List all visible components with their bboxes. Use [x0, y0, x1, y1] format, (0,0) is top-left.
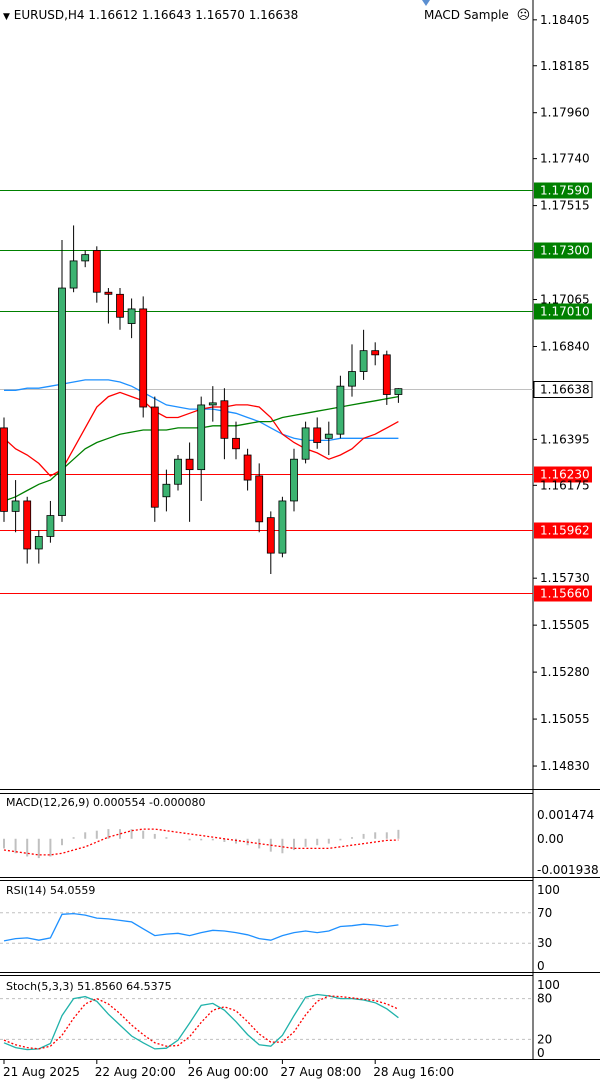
macd-signal-line: [3, 828, 399, 856]
level-price-tag: [534, 585, 592, 602]
stoch-signal-line: [3, 995, 399, 1050]
level-price-tag: [534, 242, 592, 259]
candle-bull: [290, 458, 298, 502]
level-price-label: 1.17300: [540, 244, 590, 258]
macd-axis-label: -0.001938: [537, 863, 599, 877]
candle-bull: [208, 402, 217, 406]
stoch-axis-label: 80: [537, 992, 552, 1006]
level-price-tag: [534, 182, 592, 199]
candle-bear: [266, 517, 275, 554]
expert-advisor-label[interactable]: MACD Sample ☹: [424, 8, 530, 23]
candle-bull: [336, 385, 345, 435]
candle-bull: [301, 427, 310, 460]
candle-bull: [58, 287, 66, 516]
price-axis-label: 1.16175: [540, 478, 590, 492]
shift-marker-icon[interactable]: [422, 0, 430, 6]
time-axis-label: 27 Aug 08:00: [280, 1065, 361, 1079]
stoch-axis-label: 0: [537, 1046, 545, 1060]
rsi-line: [3, 912, 399, 942]
candle-bear: [139, 308, 148, 408]
candle-bull: [394, 388, 403, 395]
level-price-label: 1.15962: [540, 524, 590, 538]
candle-bull: [69, 260, 78, 289]
level-price-label: 1.17590: [540, 184, 590, 198]
candle-bear: [0, 427, 8, 512]
symbol-quote-line: EURUSD,H4 1.16612 1.16643 1.16570 1.1663…: [13, 8, 299, 22]
candle-bear: [104, 291, 113, 295]
price-axis-label: 1.16840: [540, 339, 590, 353]
chart-title: ▼ EURUSD,H4 1.16612 1.16643 1.16570 1.16…: [3, 8, 298, 22]
candle-bull: [174, 458, 182, 485]
stoch-axis-label: 100: [537, 978, 560, 992]
candle-bear: [116, 293, 124, 318]
stoch-main-line: [3, 993, 399, 1051]
level-price-tag: [534, 466, 592, 483]
candle-bear: [255, 475, 264, 523]
price-axis-label: 1.17065: [540, 293, 590, 307]
candle-bear: [371, 350, 380, 356]
rsi-title: RSI(14) 54.0559: [6, 884, 96, 897]
stoch-title: Stoch(5,3,3) 51.8560 64.5375: [6, 980, 172, 993]
price-axis-label: 1.15505: [540, 618, 590, 632]
candle-bull: [162, 483, 171, 498]
candle-bear: [243, 454, 252, 481]
price-axis-label: 1.18405: [540, 13, 590, 27]
sad-face-icon: ☹: [516, 8, 531, 23]
current-price-label: 1.16638: [540, 383, 590, 397]
stoch-axis-label: 20: [537, 1032, 552, 1046]
time-axis-label: 26 Aug 00:00: [188, 1065, 269, 1079]
rsi-axis-label: 70: [537, 906, 552, 920]
level-price-label: 1.16230: [540, 468, 590, 482]
dropdown-arrow-icon[interactable]: ▼: [3, 12, 10, 22]
candle-bull: [127, 308, 136, 324]
candle-bull: [278, 500, 287, 554]
candle-bear: [150, 406, 159, 508]
price-axis-label: 1.17960: [540, 106, 590, 120]
rsi-axis-label: 30: [537, 936, 552, 950]
macd-title: MACD(12,26,9) 0.000554 -0.000080: [6, 796, 206, 809]
expert-name: MACD Sample: [424, 8, 509, 22]
candle-bull: [359, 350, 368, 372]
price-axis-label: 1.17740: [540, 152, 590, 166]
time-axis-label: 22 Aug 20:00: [95, 1065, 176, 1079]
level-price-tag: [534, 522, 592, 539]
price-axis-label: 1.17515: [540, 199, 590, 213]
price-axis-label: 1.15280: [540, 665, 590, 679]
candle-bull: [34, 536, 43, 550]
macd-axis-label: 0.00: [537, 832, 564, 846]
level-price-label: 1.17010: [540, 305, 590, 319]
time-axis-label: 21 Aug 2025: [3, 1065, 80, 1079]
macd-axis-label: 0.001474: [537, 808, 594, 822]
price-axis-label: 1.16395: [540, 432, 590, 446]
price-axis-label: 1.15730: [540, 571, 590, 585]
price-axis-label: 1.15055: [540, 712, 590, 726]
level-price-tag: [534, 303, 592, 320]
time-axis-label: 28 Aug 16:00: [373, 1065, 454, 1079]
rsi-axis-label: 100: [537, 883, 560, 897]
rsi-axis-label: 0: [537, 959, 545, 973]
candle-bear: [382, 354, 391, 395]
candle-bull: [81, 254, 90, 262]
candle-bear: [232, 437, 240, 450]
current-price-tag: [533, 381, 593, 398]
price-axis-label: 1.18185: [540, 59, 590, 73]
level-price-label: 1.15660: [540, 587, 590, 601]
candle-bear: [185, 458, 194, 471]
candle-bear: [92, 250, 101, 293]
candle-bull: [348, 371, 356, 387]
candle-bear: [220, 400, 229, 439]
candle-bull: [11, 500, 20, 512]
price-axis-label: 1.14830: [540, 759, 590, 773]
candle-bear: [23, 500, 32, 550]
candle-bear: [313, 427, 322, 443]
candle-bull: [324, 433, 333, 439]
candle-bull: [197, 404, 206, 471]
candle-bull: [46, 515, 55, 537]
